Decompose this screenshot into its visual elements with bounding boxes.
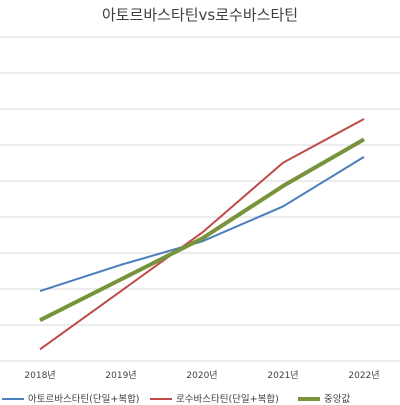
series-line-3	[39, 137, 365, 322]
x-axis-ticks: 2018년 2019년 2020년 2021년 2022년	[24, 370, 379, 381]
series-lines	[39, 118, 365, 351]
legend-label: 중앙값	[324, 393, 350, 405]
legend-label: 로수바스타틴(단일+복합)	[176, 394, 279, 405]
chart-title: 아토르바스타틴vs로수바스타틴	[102, 6, 298, 24]
series-line-2	[39, 118, 365, 351]
legend-label: 아토르바스타틴(단일+복합)	[28, 394, 140, 405]
legend: 아토르바스타틴(단일+복합) 로수바스타틴(단일+복합) 중앙값	[2, 393, 350, 405]
gridlines	[0, 36, 400, 362]
x-tick-label: 2021년	[267, 370, 298, 381]
series-line-1	[39, 156, 365, 292]
x-tick-label: 2018년	[24, 370, 55, 381]
x-tick-label: 2019년	[105, 370, 136, 381]
x-tick-label: 2020년	[186, 370, 217, 381]
x-tick-label: 2022년	[348, 370, 379, 381]
